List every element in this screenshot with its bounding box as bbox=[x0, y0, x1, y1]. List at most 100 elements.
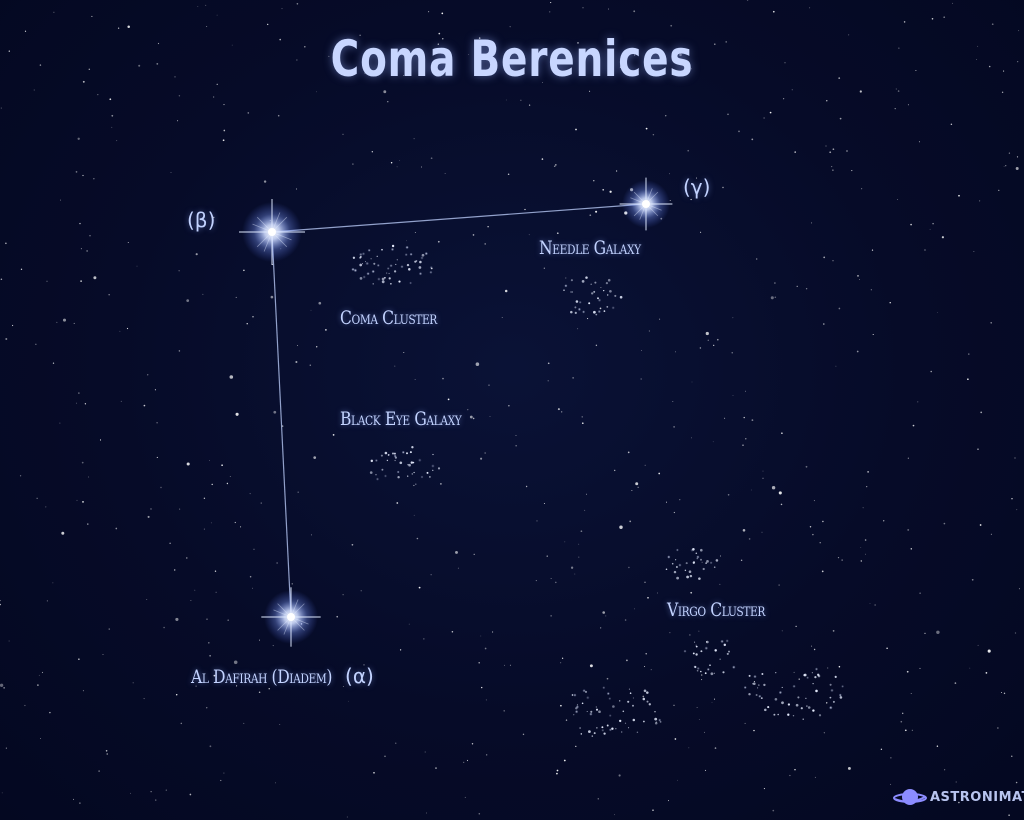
background-star bbox=[174, 76, 176, 78]
background-star bbox=[73, 322, 75, 324]
cluster-star bbox=[408, 268, 411, 271]
background-star bbox=[5, 747, 7, 749]
background-star bbox=[985, 672, 988, 674]
background-star bbox=[647, 596, 649, 599]
background-star bbox=[954, 682, 957, 684]
cluster-star bbox=[595, 313, 598, 316]
cluster-star bbox=[570, 310, 573, 314]
background-star bbox=[627, 451, 630, 454]
cluster-star bbox=[376, 255, 378, 257]
background-star bbox=[275, 782, 276, 784]
background-star bbox=[714, 43, 716, 45]
background-star bbox=[794, 769, 796, 771]
background-star bbox=[543, 503, 545, 504]
background-star bbox=[328, 55, 330, 57]
cluster-star bbox=[774, 697, 778, 701]
cluster-star bbox=[706, 560, 709, 563]
cluster-star bbox=[377, 277, 381, 281]
background-star bbox=[80, 248, 82, 250]
background-star bbox=[156, 456, 158, 458]
background-star bbox=[272, 645, 274, 647]
background-star bbox=[577, 42, 579, 44]
background-star bbox=[484, 243, 486, 245]
cluster-star bbox=[696, 557, 698, 560]
background-star bbox=[918, 141, 920, 143]
background-star bbox=[698, 719, 700, 720]
background-star bbox=[841, 559, 843, 561]
background-star bbox=[46, 600, 49, 602]
cluster-star bbox=[726, 652, 729, 655]
background-star bbox=[555, 581, 557, 584]
background-star bbox=[214, 570, 217, 572]
background-star bbox=[33, 89, 35, 91]
cluster-star bbox=[372, 283, 374, 285]
background-star bbox=[645, 65, 647, 67]
cluster-star bbox=[410, 461, 414, 464]
background-star bbox=[390, 162, 393, 164]
background-star bbox=[143, 698, 145, 700]
background-star bbox=[998, 189, 1000, 192]
background-star bbox=[1003, 70, 1005, 72]
background-star bbox=[701, 561, 703, 563]
background-star bbox=[696, 707, 698, 708]
background-star bbox=[575, 745, 577, 748]
background-star bbox=[249, 493, 251, 495]
background-star bbox=[421, 166, 422, 168]
cluster-star bbox=[834, 675, 837, 678]
background-star bbox=[478, 37, 481, 39]
cluster-star bbox=[370, 258, 372, 260]
background-star bbox=[428, 11, 430, 13]
background-star bbox=[861, 188, 863, 190]
background-star bbox=[351, 543, 354, 546]
background-star bbox=[61, 531, 65, 535]
background-star bbox=[79, 222, 81, 225]
background-star bbox=[240, 526, 242, 528]
background-star bbox=[894, 108, 896, 110]
background-star bbox=[911, 729, 913, 731]
background-star bbox=[589, 664, 593, 668]
cluster-star bbox=[748, 692, 751, 696]
background-star bbox=[634, 608, 635, 610]
cluster-star bbox=[725, 639, 729, 643]
background-star bbox=[732, 317, 734, 319]
background-star bbox=[1015, 781, 1018, 784]
background-star bbox=[273, 410, 277, 414]
background-star bbox=[408, 623, 410, 625]
background-star bbox=[481, 686, 483, 689]
background-star bbox=[310, 309, 312, 311]
cluster-star bbox=[632, 697, 634, 699]
background-star bbox=[281, 8, 283, 10]
cluster-star bbox=[838, 693, 842, 697]
cluster-star bbox=[818, 714, 822, 717]
cluster-star bbox=[619, 700, 621, 702]
background-star bbox=[838, 665, 841, 668]
background-star bbox=[223, 129, 226, 132]
background-star bbox=[827, 667, 829, 669]
cluster-star bbox=[709, 664, 711, 667]
background-star bbox=[771, 486, 776, 490]
cluster-star bbox=[678, 563, 682, 567]
background-star bbox=[342, 685, 344, 688]
background-star bbox=[508, 405, 510, 407]
background-star bbox=[258, 691, 261, 694]
background-star bbox=[247, 112, 250, 114]
background-star bbox=[691, 381, 693, 383]
cluster-star bbox=[608, 728, 612, 732]
background-star bbox=[542, 82, 543, 84]
background-star bbox=[727, 113, 729, 116]
background-star bbox=[8, 640, 10, 642]
background-star bbox=[220, 779, 222, 782]
background-star bbox=[447, 398, 450, 401]
background-star bbox=[826, 100, 828, 102]
cluster-star bbox=[700, 548, 703, 552]
background-star bbox=[609, 190, 612, 193]
background-star bbox=[589, 90, 591, 92]
cluster-star bbox=[694, 641, 696, 643]
cluster-star bbox=[570, 291, 572, 293]
black-eye-galaxy-label: Black Eye Galaxy bbox=[340, 408, 462, 430]
background-star bbox=[883, 520, 885, 522]
background-star bbox=[812, 533, 814, 536]
background-star bbox=[595, 210, 598, 213]
background-star bbox=[413, 138, 415, 140]
background-star bbox=[304, 45, 306, 48]
